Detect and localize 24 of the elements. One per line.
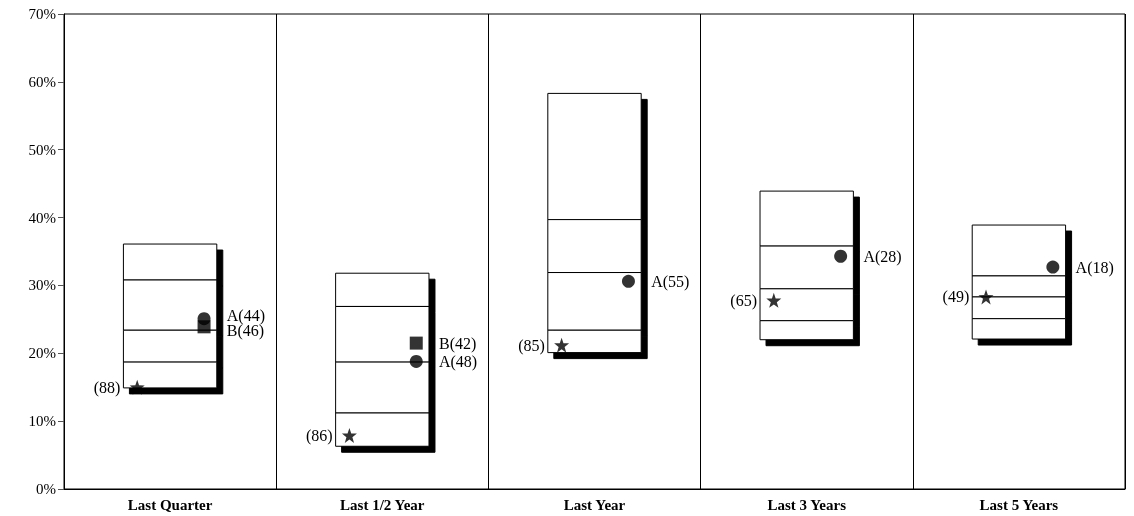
annotation: (88) <box>93 378 121 397</box>
y-tick-label: 70% <box>28 6 56 22</box>
y-tick-label: 30% <box>28 277 56 294</box>
y-tick-label: 20% <box>28 345 56 362</box>
y-tick-label: 60% <box>28 73 56 90</box>
annotation: B(42) <box>438 334 477 353</box>
x-tick-label: Last Quarter <box>127 496 213 513</box>
annotation: A(18) <box>1075 258 1114 277</box>
annotation: A(44) <box>226 306 265 325</box>
y-tick-label: 10% <box>28 413 56 430</box>
annotation: A(48) <box>438 352 478 371</box>
y-tick-label: 40% <box>28 209 56 226</box>
annotation: (86) <box>305 426 333 445</box>
x-tick-label: Last Year <box>563 496 626 513</box>
y-tick-label: 0% <box>36 481 56 497</box>
x-tick-label: Last 1/2 Year <box>340 496 425 513</box>
annotation: (85) <box>518 336 545 355</box>
x-tick-label: Last 3 Years <box>767 496 847 513</box>
y-tick-label: 50% <box>28 141 56 158</box>
x-tick-label: Last 5 Years <box>979 496 1059 513</box>
annotation: A(55) <box>651 272 690 291</box>
annotation: (49) <box>942 288 970 307</box>
annotation: (65) <box>730 291 758 310</box>
annotation: A(28) <box>863 247 902 266</box>
